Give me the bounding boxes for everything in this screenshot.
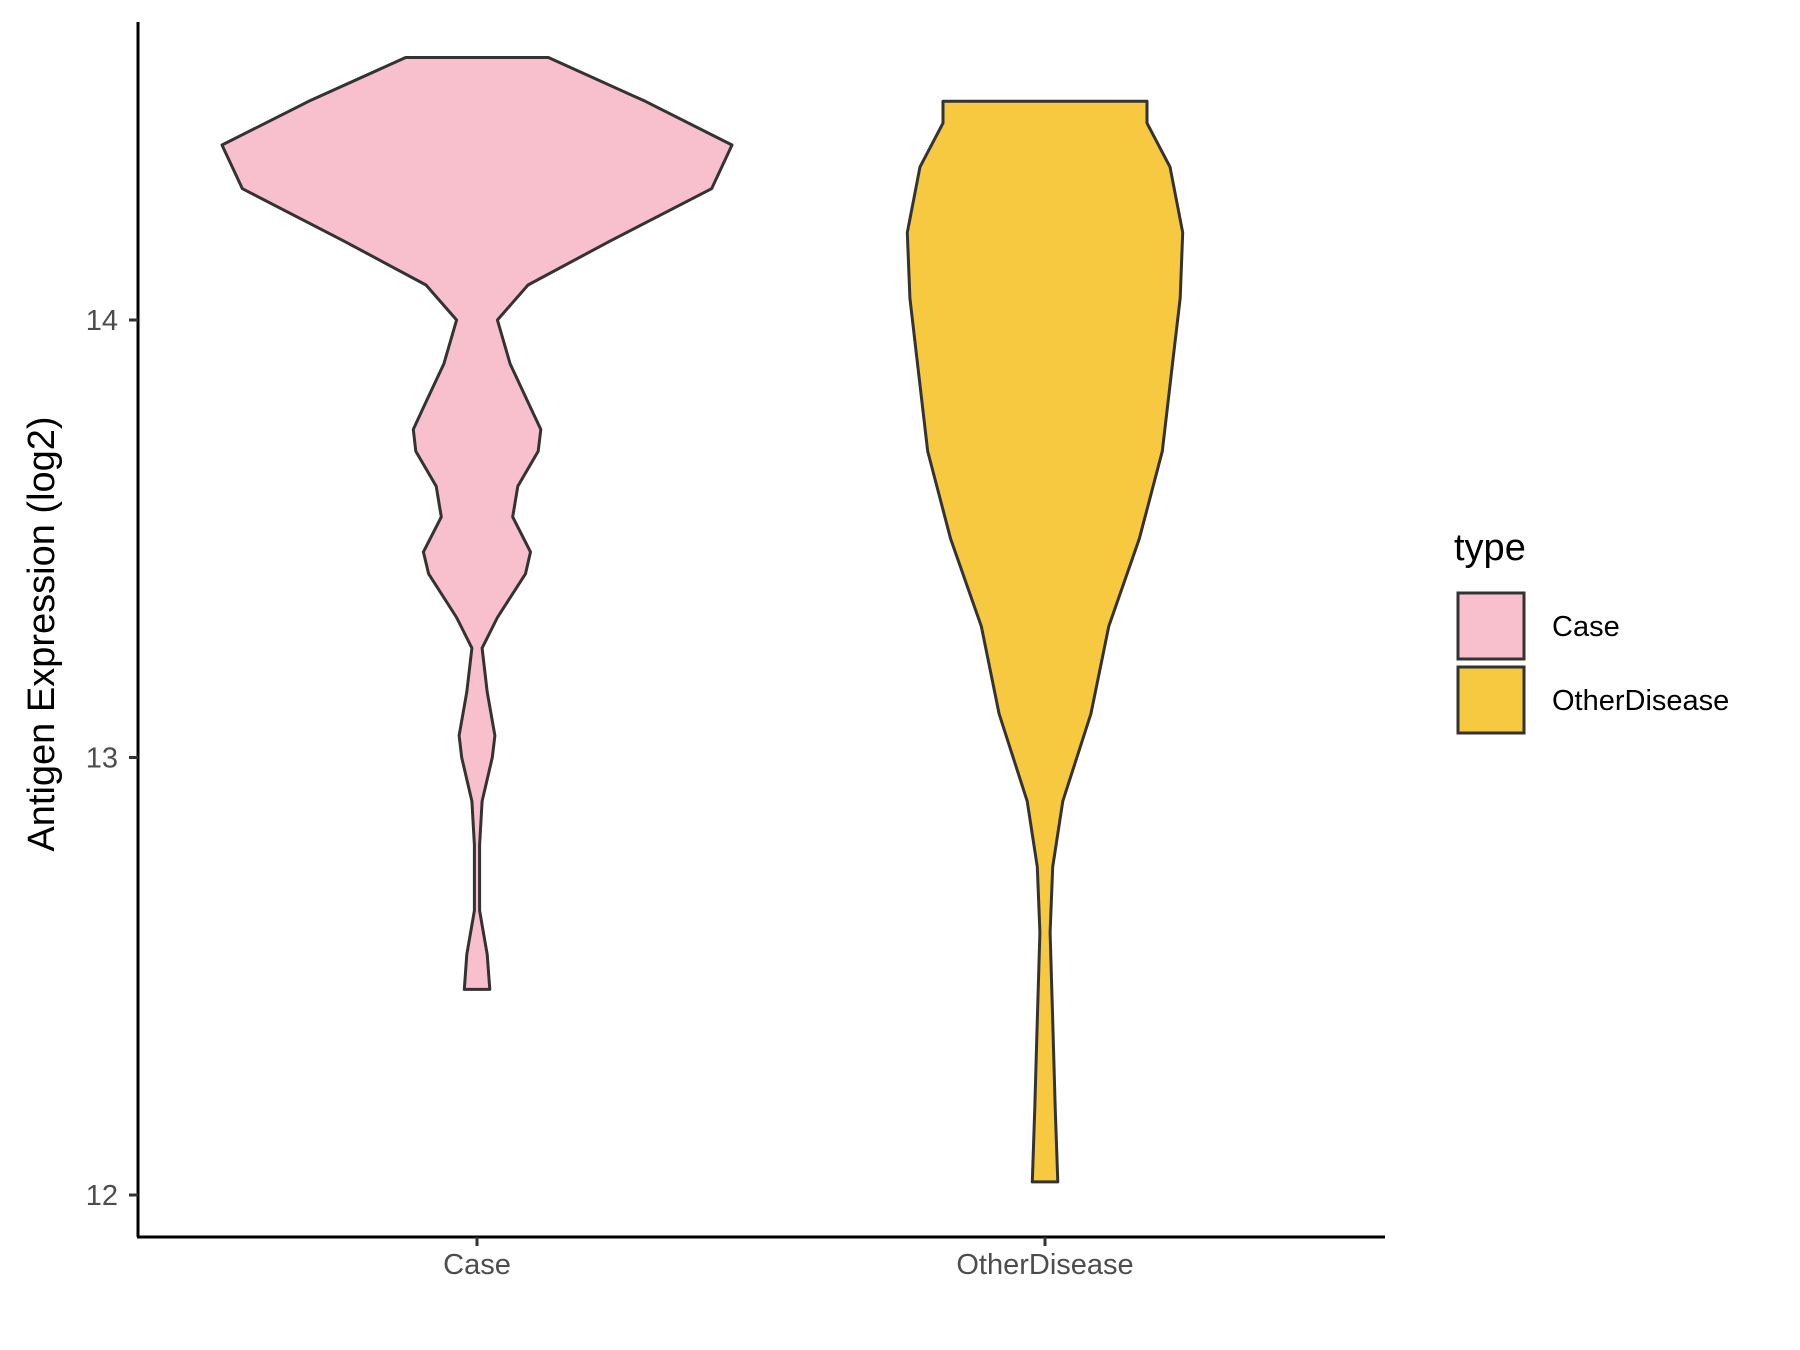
legend-label-otherdisease: OtherDisease xyxy=(1552,685,1729,717)
y-axis-title: Antigen Expression (log2) xyxy=(21,416,63,851)
legend: type Case OtherDisease xyxy=(1454,527,1729,735)
legend-items: Case OtherDisease xyxy=(1456,591,1729,735)
legend-label-case: Case xyxy=(1552,611,1620,643)
violin-layer xyxy=(220,56,1185,1184)
y-tick-label: 13 xyxy=(86,743,118,775)
violin-otherdisease xyxy=(905,99,1185,1184)
x-tick-label: OtherDisease xyxy=(956,1249,1133,1281)
x-axis-ticks: Case OtherDisease xyxy=(443,1237,1134,1281)
y-axis-ticks: 12 13 14 xyxy=(86,305,138,1212)
legend-title: type xyxy=(1454,527,1526,569)
x-tick-label: Case xyxy=(443,1249,511,1281)
legend-swatch-otherdisease xyxy=(1456,665,1526,735)
y-tick-label: 14 xyxy=(86,305,118,337)
y-tick-label: 12 xyxy=(86,1180,118,1212)
violin-case xyxy=(220,56,734,991)
legend-swatch-case xyxy=(1456,591,1526,661)
